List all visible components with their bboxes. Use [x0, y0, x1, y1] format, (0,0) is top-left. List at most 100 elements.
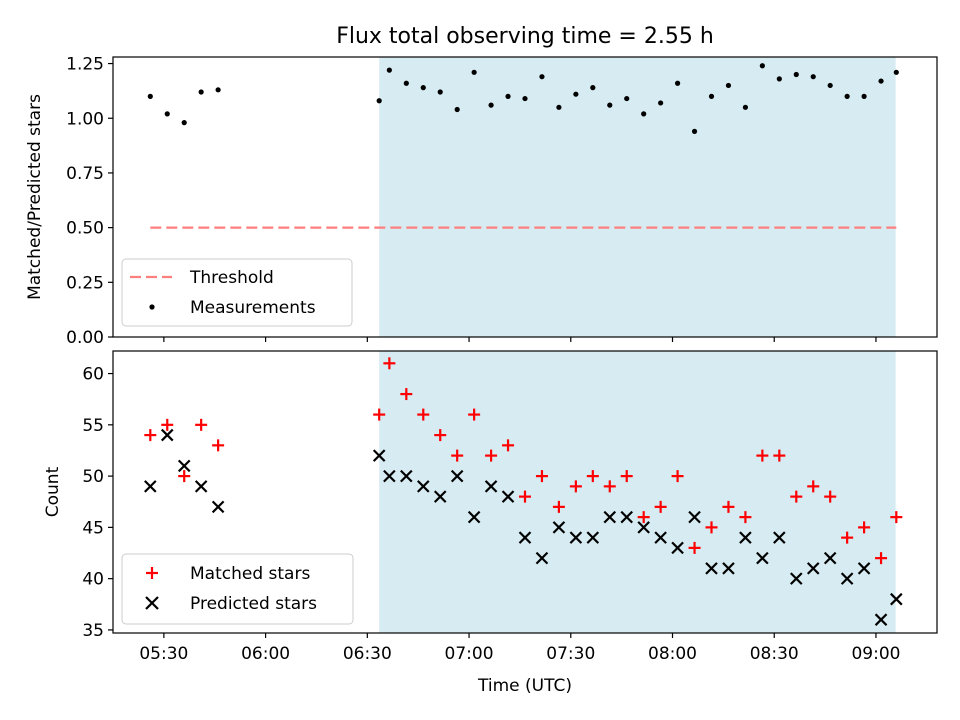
matched-star-point — [841, 531, 854, 544]
measurement-point — [573, 91, 579, 97]
matched-star-point — [451, 449, 464, 462]
top-shaded-span — [379, 57, 896, 337]
x-tick-label: 09:00 — [851, 644, 900, 664]
top-x-ticks — [163, 337, 877, 342]
measurement-point — [827, 82, 833, 89]
measurement-point — [488, 102, 494, 108]
matched-star-point — [790, 490, 803, 503]
top-y-axis-label: Matched/Predicted stars — [25, 94, 45, 300]
matched-star-point — [586, 470, 599, 483]
matched-star-point — [552, 500, 565, 513]
matched-star-point — [383, 357, 396, 370]
predicted-star-point — [789, 572, 803, 585]
measurement-point — [471, 69, 477, 75]
measurement-point — [810, 74, 816, 80]
matched-star-point — [858, 521, 871, 534]
predicted-star-point — [416, 480, 430, 493]
matched-star-point — [756, 449, 769, 462]
predicted-star-point — [450, 469, 464, 483]
bottom-panel: 35 40 45 50 55 60 05:30 06:00 06:30 07:00 07:30 08… — [43, 350, 938, 696]
matched-star-point — [671, 470, 684, 483]
predicted-star-point — [501, 490, 515, 503]
matched-star-point — [569, 480, 582, 493]
top-legend-box — [121, 258, 353, 327]
predicted-star-point — [603, 510, 617, 524]
legend-threshold-label: Threshold — [189, 268, 274, 288]
predicted-star-point — [773, 531, 786, 544]
measurement-point — [708, 93, 715, 99]
measurement-point — [376, 98, 382, 104]
matched-star-point — [637, 511, 650, 524]
measurement-point — [844, 93, 850, 99]
predicted-star-point — [806, 562, 820, 575]
predicted-star-point — [194, 480, 208, 493]
measurement-point — [776, 76, 782, 82]
measurement-point — [861, 93, 867, 99]
bottom-legend-box — [121, 553, 354, 625]
measurement-point — [403, 80, 409, 86]
predicted-star-point — [484, 480, 498, 493]
matched-star-point — [890, 511, 903, 524]
predicted-star-point — [671, 541, 684, 555]
matched-star-points — [144, 357, 903, 565]
measurement-point — [742, 104, 749, 110]
predicted-star-point — [211, 500, 225, 514]
measurement-point — [181, 120, 187, 126]
measurement-point — [725, 82, 732, 89]
x-axis-label: Time (UTC) — [477, 676, 572, 696]
y-tick-label: 0.00 — [66, 328, 104, 348]
matched-star-point — [212, 439, 225, 452]
predicted-star-point — [467, 510, 481, 524]
legend-matched-label: Matched stars — [190, 564, 310, 584]
chart-title: Flux total observing time = 2.55 h — [336, 24, 714, 49]
matched-star-point — [739, 511, 752, 524]
measurement-point — [674, 80, 681, 86]
matched-star-point — [519, 490, 531, 503]
predicted-star-point — [688, 510, 701, 524]
predicted-star-point — [857, 562, 871, 575]
predicted-star-point — [739, 531, 752, 544]
predicted-star-point — [144, 480, 157, 493]
matched-star-point — [705, 521, 718, 534]
matched-star-point — [144, 429, 157, 442]
matched-star-point — [417, 408, 430, 421]
legend-matched-swatch — [146, 567, 158, 579]
y-tick-label: 55 — [82, 416, 104, 436]
x-tick-label: 08:30 — [750, 644, 799, 664]
bottom-y-axis-label: Count — [43, 466, 63, 517]
measurement-point — [759, 63, 765, 69]
measurement-point — [607, 102, 613, 108]
matched-star-point — [603, 480, 616, 493]
x-tick-label: 08:00 — [648, 644, 697, 664]
measurement-point — [893, 69, 899, 75]
x-tick-label: 07:30 — [546, 644, 595, 664]
measurement-point — [420, 85, 426, 91]
matched-star-point — [373, 408, 386, 421]
measurement-point — [198, 89, 204, 95]
matched-star-point — [722, 500, 735, 513]
predicted-star-point — [840, 572, 854, 585]
matched-star-point — [688, 541, 701, 554]
measurement-point — [164, 111, 170, 117]
predicted-star-point — [372, 449, 386, 462]
y-tick-label: 35 — [82, 621, 104, 641]
bottom-y-ticks: 35 40 45 50 55 60 — [82, 365, 113, 641]
legend-predicted-swatch — [145, 596, 159, 610]
predicted-star-point — [620, 510, 634, 524]
matched-star-point — [773, 449, 786, 462]
top-panel: 0.00 0.25 0.50 0.75 1.00 1.25 Matched/Predict… — [25, 55, 938, 348]
predicted-star-point — [890, 592, 903, 606]
y-tick-label: 60 — [82, 365, 104, 385]
x-tick-label: 06:30 — [343, 644, 392, 664]
matched-star-point — [535, 470, 548, 483]
matched-star-point — [654, 500, 667, 513]
y-tick-label: 0.75 — [66, 164, 104, 184]
matched-star-point — [807, 480, 820, 493]
matched-star-point — [161, 418, 174, 431]
x-tick-label: 06:00 — [241, 644, 290, 664]
predicted-star-point — [722, 562, 735, 575]
measurement-point — [556, 104, 562, 110]
measurement-point — [793, 71, 799, 78]
matched-star-point — [468, 408, 481, 421]
